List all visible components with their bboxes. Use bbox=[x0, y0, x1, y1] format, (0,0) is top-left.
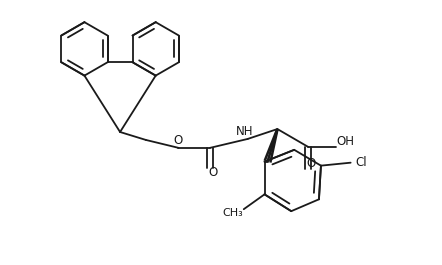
Text: Cl: Cl bbox=[356, 156, 367, 169]
Text: CH₃: CH₃ bbox=[222, 208, 243, 218]
Text: O: O bbox=[306, 157, 316, 170]
Text: O: O bbox=[174, 134, 183, 147]
Text: NH: NH bbox=[236, 125, 254, 138]
Text: OH: OH bbox=[337, 135, 354, 148]
Text: O: O bbox=[209, 166, 218, 179]
